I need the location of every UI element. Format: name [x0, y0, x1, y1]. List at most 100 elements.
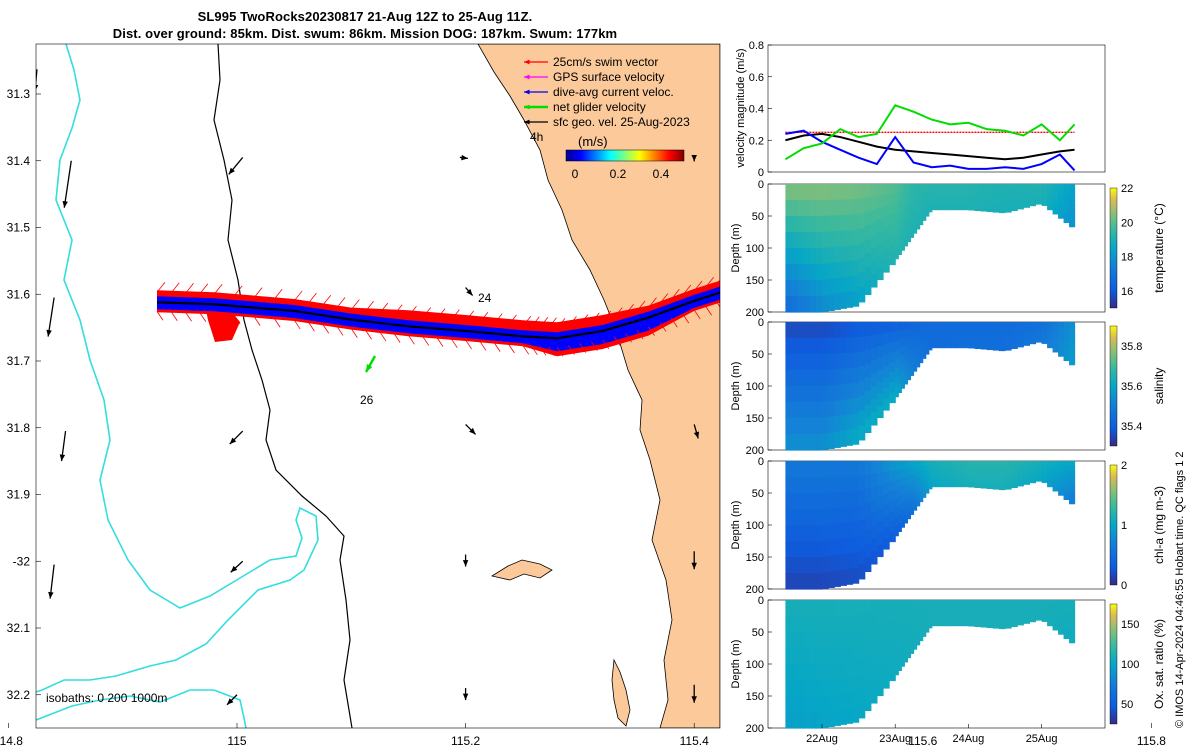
legend-entry-2: dive-avg current veloc.: [553, 85, 674, 99]
time-tick-0: 22Aug: [806, 733, 838, 745]
time-tick-1: 23Aug: [879, 733, 911, 745]
velocity-series-3: [784, 104, 1076, 161]
section-1-ytick-1: 50: [752, 349, 764, 361]
section-2-ytick-3: 150: [746, 552, 764, 564]
velocity-series: [784, 104, 1076, 172]
section-3-colorbar-label: Ox. sat. ratio (%): [1152, 619, 1166, 709]
coast-line-200m: [213, 44, 353, 728]
section-2-colorbar-label: chl-a (mg m-3): [1152, 486, 1166, 564]
section-0-cbar-tick-3: 22: [1121, 183, 1133, 195]
section-1-cbar-tick-0: 35.4: [1121, 421, 1142, 433]
section-0-ytick-2: 100: [746, 243, 764, 255]
legend-entry-0: 25cm/s swim vector: [553, 55, 658, 69]
section-2-cbar-tick-0: 0: [1121, 580, 1127, 592]
velocity-ytick-0: 0: [758, 167, 764, 179]
current-vector-15: [462, 688, 469, 701]
section-0-ytick-4: 200: [746, 307, 764, 319]
section-0-cbar-tick-0: 16: [1121, 286, 1133, 298]
net-glider-arrow: [364, 355, 377, 373]
rottnest-island: [490, 559, 553, 581]
time-axis-labels: 22Aug 23Aug 24Aug 25Aug: [806, 724, 1058, 745]
velocity-series-2: [785, 129, 1076, 172]
chart-title-line1: SL995 TwoRocks20230817 21-Aug 12Z to 25-…: [197, 9, 533, 24]
velocity-ytick-1: 0.2: [749, 135, 764, 147]
map-x-tick-4: 115.6: [908, 734, 937, 748]
section-0-ylabel: Depth (m): [730, 224, 742, 273]
velocity-y-ticks: 0 0.2 0.4 0.6 0.8: [749, 40, 772, 179]
velocity-ytick-2: 0.4: [749, 104, 764, 116]
isobath-label: isobaths: 0 200 1000m: [46, 691, 167, 705]
section-3-cbar-tick-1: 100: [1121, 659, 1139, 671]
section-2-colorbar: [1109, 464, 1118, 586]
map-x-tick-1: 115: [227, 734, 246, 748]
legend-entry-1: GPS surface velocity: [553, 70, 664, 84]
colorbar-tick-0: 0: [572, 167, 579, 181]
section-1-cbar-tick-2: 35.8: [1121, 341, 1142, 353]
section-2-ytick-1: 50: [752, 488, 764, 500]
current-vector-0: [36, 69, 39, 90]
speed-colorbar: [565, 149, 685, 162]
current-vector-19: [691, 684, 697, 703]
legend-entry-4: sfc geo. vel. 25-Aug-2023: [553, 115, 690, 129]
isobath-1000m-south: [36, 689, 247, 728]
legend-arrow-2: [524, 89, 548, 95]
current-vector-18: [691, 551, 697, 570]
map-x-tick-5: 115.8: [1137, 734, 1166, 748]
section-0-ytick-0: 0: [758, 179, 764, 191]
section-panel-1: 0 50 100 150 200 Depth (m) 35.4 35.6 35.8 salinit…: [730, 317, 1166, 457]
isobath-1000m: [36, 44, 319, 693]
map-y-tick-3: 31.6: [7, 287, 31, 301]
time-tick-2: 24Aug: [952, 733, 984, 745]
section-panel-2: 0 50 100 150 200 Depth (m) 0 1 2 chl-a (mg m-3): [730, 456, 1166, 596]
section-1-ytick-2: 100: [746, 381, 764, 393]
map-frame: [35, 43, 721, 729]
section-3-ytick-4: 200: [746, 723, 764, 735]
colorbar-units: (m/s): [578, 134, 608, 149]
section-2-cbar-tick-1: 1: [1121, 520, 1127, 532]
section-1-colorbar-label: salinity: [1152, 368, 1166, 405]
legend-arrow-3: [524, 104, 548, 110]
current-vector-12: [465, 287, 474, 297]
glider-track-line: [156, 291, 720, 340]
velocity-ylabel: velocity magnitude (m/s): [735, 48, 747, 167]
current-vector-8: [229, 430, 244, 445]
velocity-series-0: [785, 132, 1075, 161]
chart-title-line2: Dist. over ground: 85km. Dist. swum: 86k…: [112, 26, 618, 41]
map-y-tick-0: 31.3: [7, 87, 31, 101]
current-vector-3: [59, 431, 67, 462]
legend-arrow-4: [524, 119, 548, 125]
section-3-ytick-2: 100: [746, 659, 764, 671]
current-vector-1: [62, 160, 72, 208]
glider-track-layer: [156, 277, 720, 373]
map-y-tick-5: 31.8: [7, 421, 31, 435]
credit-line: © IMOS 14-Apr-2024 04:46:55 Hobart time.…: [1174, 451, 1186, 728]
current-vector-16: [691, 154, 697, 162]
section-0-colorbar-label: temperature (°C): [1152, 203, 1166, 293]
current-vector-10: [226, 694, 238, 706]
current-vector-9: [230, 560, 244, 573]
current-vector-14: [462, 554, 469, 567]
section-2-ylabel: Depth (m): [730, 501, 742, 550]
current-vector-6: [228, 156, 244, 175]
current-vector-17: [693, 424, 700, 439]
legend-4h-label: 4h: [530, 130, 543, 144]
section-3-cbar-tick-2: 150: [1121, 619, 1139, 631]
section-panel-3: 0 50 100 150 200 Depth (m) 50 100 150 Ox. sat. ra…: [730, 595, 1166, 735]
section-0-ytick-1: 50: [752, 211, 764, 223]
section-1-ylabel: Depth (m): [730, 362, 742, 411]
map-y-tick-2: 31.5: [7, 221, 31, 235]
legend-entry-3: net glider velocity: [553, 100, 646, 114]
section-3-cbar-tick-0: 50: [1121, 699, 1133, 711]
map-x-tick-labels: 114.8 115 115.2 115.4 115.6 115.8: [0, 723, 1166, 748]
colorbar-tick-2: 0.4: [653, 167, 670, 181]
section-1-ytick-3: 150: [746, 413, 764, 425]
section-1-cbar-tick-1: 35.6: [1121, 381, 1142, 393]
section-0-cbar-tick-1: 18: [1121, 252, 1133, 264]
section-3-ytick-0: 0: [758, 595, 764, 607]
current-vector-4: [48, 564, 55, 599]
section-1-colorbar: [1109, 325, 1118, 447]
